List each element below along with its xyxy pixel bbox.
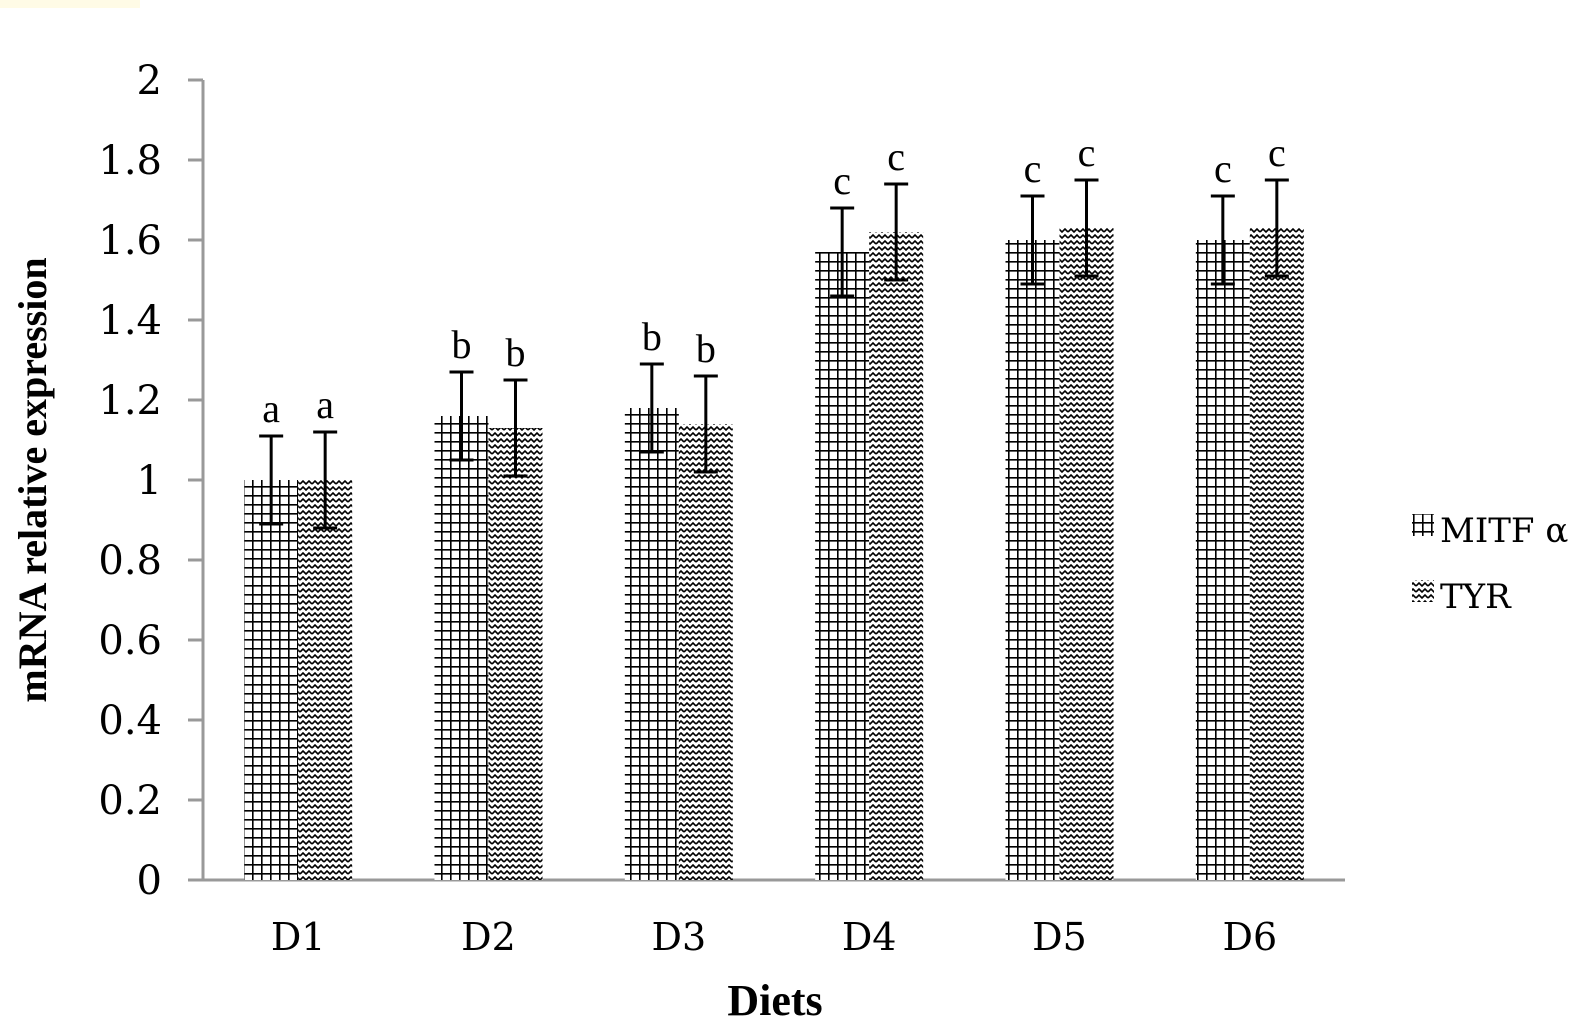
bar-mitf-d5 (1005, 240, 1060, 880)
significance-letters: a ab b b bcc c c c c (262, 130, 1285, 431)
significance-letter: c (1078, 130, 1096, 175)
bar-mitf-d1 (244, 480, 299, 880)
legend-swatch-tyr (1412, 580, 1434, 602)
bar-tyr-d3 (678, 424, 733, 880)
significance-letter: c (1214, 146, 1232, 191)
legend-swatch-mitf (1412, 514, 1434, 536)
error-bars (259, 178, 1289, 530)
bar-mitf-d4 (815, 252, 870, 880)
bar-tyr-d5 (1059, 228, 1114, 880)
y-tick-label: 1 (137, 458, 162, 504)
x-axis-tick-labels: D1 D2 D3 D4 D5 D6 (271, 915, 1277, 959)
significance-letter: b (452, 322, 472, 367)
y-axis-ticks: 0 0.2 0.4 0.6 0.8 1 1.2 1.4 1.6 1.8 2 (98, 58, 203, 904)
y-tick-label: 1.6 (98, 218, 162, 264)
legend-label-mitf: MITF α (1440, 511, 1568, 551)
y-tick-label: 1.8 (98, 138, 162, 184)
legend: MITF α TYR (1412, 511, 1568, 617)
bar-mitf-d3 (624, 408, 679, 880)
significance-letter: c (1024, 146, 1042, 191)
corner-highlight (0, 0, 140, 8)
y-axis-label: mRNA relative expression (10, 257, 55, 702)
significance-letter: a (316, 382, 334, 427)
x-tick-label-d6: D6 (1223, 915, 1278, 959)
legend-label-tyr: TYR (1440, 577, 1512, 617)
y-tick-label: 0.6 (98, 618, 162, 664)
y-tick-label: 2 (137, 58, 162, 104)
significance-letter: c (833, 158, 851, 203)
bar-tyr-d2 (488, 428, 543, 880)
bar-tyr-d1 (298, 480, 353, 880)
significance-letter: c (887, 134, 905, 179)
y-tick-label: 1.2 (98, 378, 162, 424)
x-tick-label-d2: D2 (461, 915, 516, 959)
x-tick-label-d4: D4 (842, 915, 897, 959)
bars (244, 228, 1304, 880)
axes (201, 80, 1345, 882)
significance-letter: c (1268, 130, 1286, 175)
x-axis-label: Diets (727, 976, 822, 1023)
bar-mitf-d2 (434, 416, 489, 880)
significance-letter: b (696, 326, 716, 371)
x-tick-label-d3: D3 (652, 915, 707, 959)
significance-letter: b (642, 314, 662, 359)
y-tick-label: 0.4 (98, 698, 162, 744)
bar-tyr-d4 (869, 232, 924, 880)
y-tick-label: 0.2 (98, 778, 162, 824)
x-tick-label-d1: D1 (271, 915, 326, 959)
bar-mitf-d6 (1195, 240, 1250, 880)
y-tick-label: 0 (137, 858, 162, 904)
y-tick-label: 1.4 (98, 298, 162, 344)
x-tick-label-d5: D5 (1032, 915, 1087, 959)
significance-letter: b (506, 330, 526, 375)
bar-tyr-d6 (1249, 228, 1304, 880)
y-tick-label: 0.8 (98, 538, 162, 584)
significance-letter: a (262, 386, 280, 431)
